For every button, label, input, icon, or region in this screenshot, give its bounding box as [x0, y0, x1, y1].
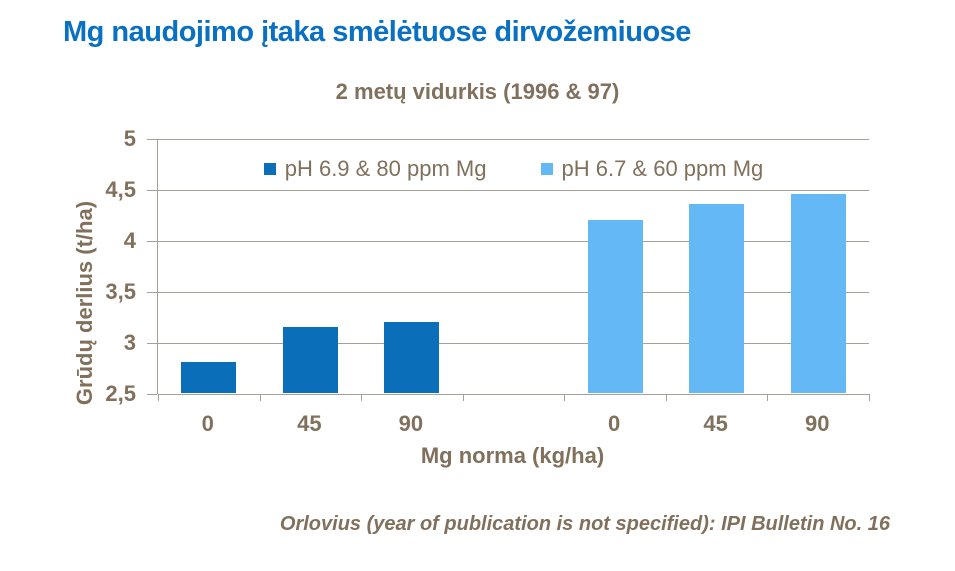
y-axis-tick-label: 2,5 — [105, 381, 136, 406]
x-axis-tick-label: 0 — [607, 411, 621, 436]
plot-area: pH 6.9 & 80 ppm Mg pH 6.7 & 60 ppm Mg — [147, 139, 870, 401]
x-axis-tick-label: 0 — [201, 411, 214, 436]
x-axis-tick — [767, 394, 769, 401]
x-axis-tick — [462, 394, 464, 401]
source-citation: Orlovius (year of publication is not spe… — [279, 513, 890, 535]
y-axis-tick — [147, 241, 157, 242]
y-axis-tick — [147, 190, 157, 191]
x-axis-tick-label: 90 — [804, 411, 830, 436]
y-axis-tick-label: 5 — [123, 126, 136, 151]
gridline — [158, 292, 869, 293]
y-axis-tick-labels: 5 4,5 4 3,5 3 2,5 — [60, 0, 136, 420]
legend-swatch-icon — [540, 163, 553, 175]
gridline — [158, 394, 869, 395]
legend-swatch-icon — [263, 163, 276, 175]
legend-item: pH 6.7 & 60 ppm Mg — [540, 156, 764, 182]
legend: pH 6.9 & 80 ppm Mg pH 6.7 & 60 ppm Mg — [158, 156, 869, 182]
gridline — [158, 190, 869, 191]
x-axis-tick — [869, 394, 870, 401]
gridline — [158, 241, 869, 242]
gridline — [158, 343, 869, 344]
legend-label: pH 6.9 & 80 ppm Mg — [284, 156, 487, 181]
x-axis-tick-labels: 0 45 90 0 45 90 — [157, 411, 868, 437]
bar-ph-6.9-&-80-ppm-mg-45 — [282, 326, 338, 393]
y-axis-tick — [147, 292, 157, 293]
legend-label: pH 6.7 & 60 ppm Mg — [561, 156, 764, 181]
x-axis-title: Mg norma (kg/ha) — [420, 443, 605, 468]
bar-ph-6.7-&-60-ppm-mg-90 — [790, 194, 846, 393]
legend-item: pH 6.9 & 80 ppm Mg — [263, 156, 487, 182]
y-axis-tick — [147, 394, 157, 395]
chart-title: 2 metų vidurkis (1996 & 97) — [335, 79, 620, 104]
y-axis-tick — [147, 343, 157, 344]
bar-ph-6.9-&-80-ppm-mg-0 — [181, 362, 237, 393]
x-axis-tick-label: 45 — [703, 411, 728, 436]
x-axis-tick — [564, 394, 566, 401]
x-axis-tick — [158, 394, 159, 401]
bar-ph-6.7-&-60-ppm-mg-45 — [689, 204, 745, 393]
x-axis-tick — [259, 394, 261, 401]
y-axis-tick — [147, 139, 157, 140]
y-axis-tick-label: 4 — [123, 228, 136, 253]
x-axis-tick-label: 90 — [398, 411, 424, 436]
y-axis-tick-label: 3 — [123, 330, 136, 355]
x-axis-tick — [665, 394, 667, 401]
page-title: Mg naudojimo įtaka smėlėtuose dirvožemiu… — [63, 16, 691, 48]
gridline — [158, 139, 869, 140]
x-axis-tick-label: 45 — [297, 411, 322, 436]
y-axis-tick-label: 3,5 — [105, 279, 136, 304]
bar-ph-6.9-&-80-ppm-mg-90 — [384, 321, 440, 393]
y-axis-tick-label: 4,5 — [105, 177, 136, 202]
bar-ph-6.7-&-60-ppm-mg-0 — [587, 219, 643, 393]
x-axis-tick — [361, 394, 363, 401]
